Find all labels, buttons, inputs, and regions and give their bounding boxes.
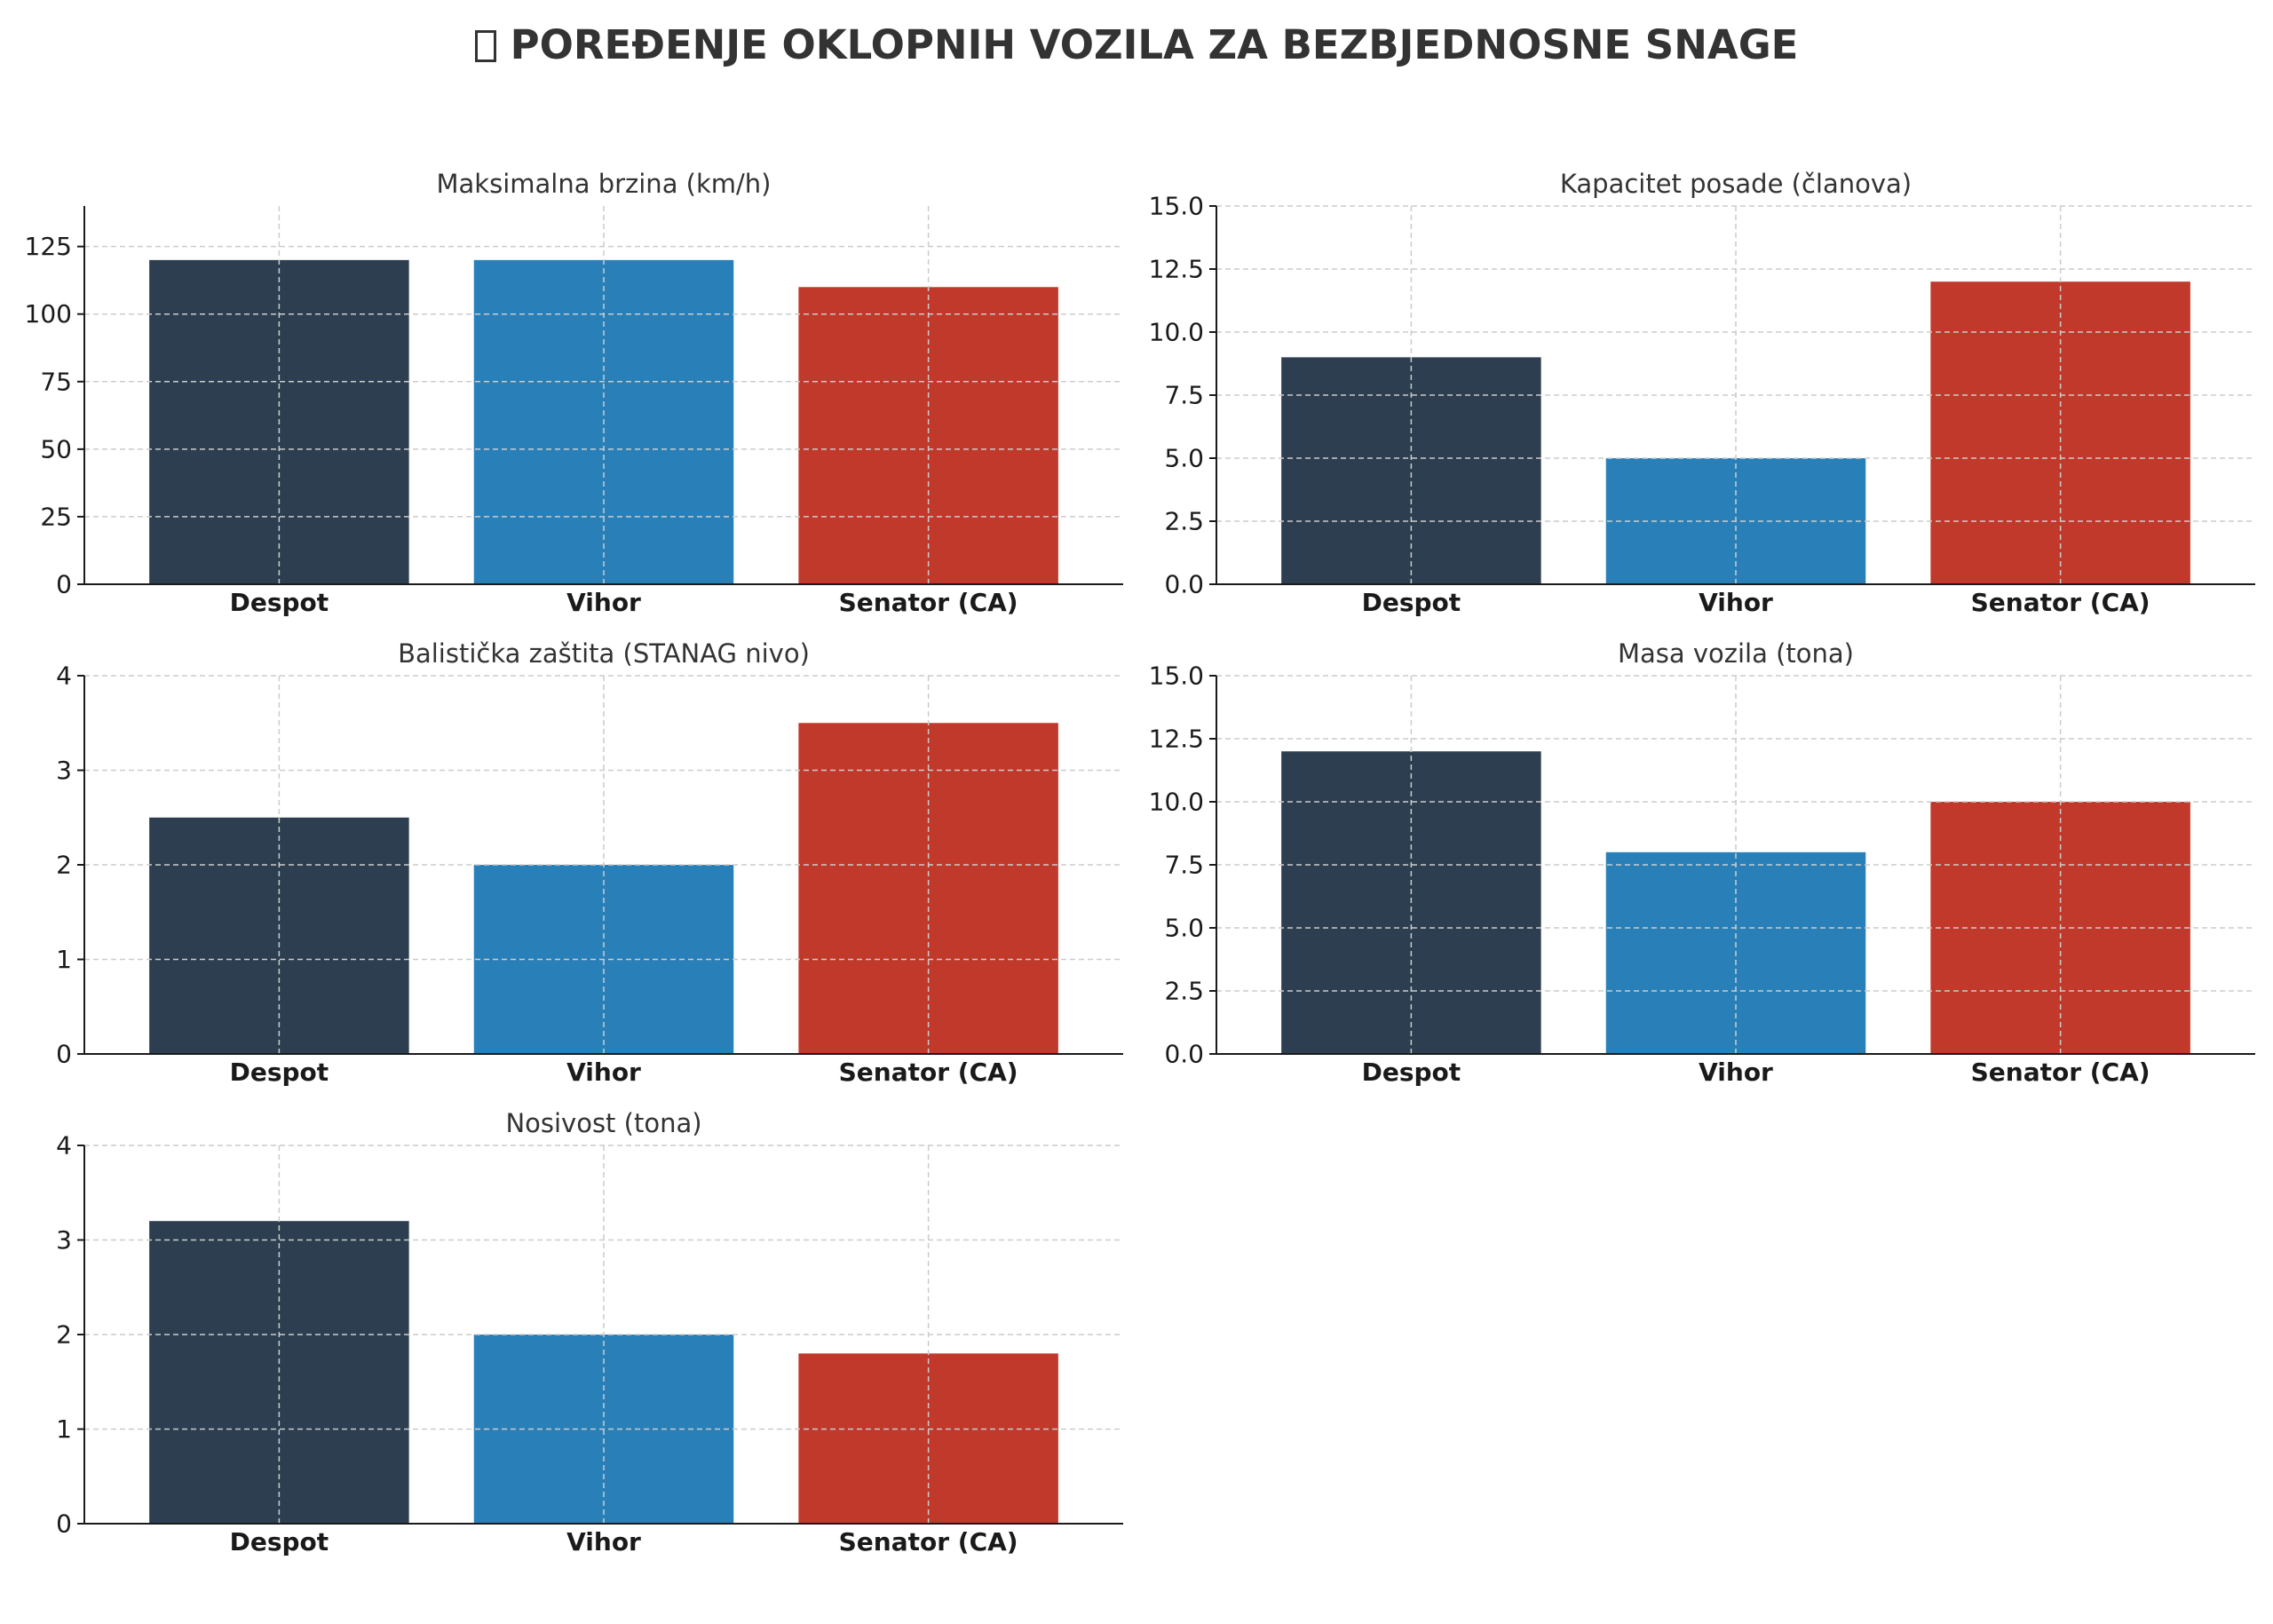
y-tick-label: 1 bbox=[56, 945, 72, 974]
x-tick-label: Senator (CA) bbox=[839, 1527, 1018, 1557]
chart-panel: 0.0 2.5 5.0 7.5 10.0 12.5 15.0 Despot Vihor Senat… bbox=[1149, 169, 2255, 617]
y-tick-label: 5.0 bbox=[1164, 444, 1204, 473]
y-tick-label: 12.5 bbox=[1149, 725, 1204, 754]
x-tick-label: Vihor bbox=[566, 1527, 641, 1557]
x-tick-label: Despot bbox=[1362, 1058, 1461, 1087]
y-tick-label: 50 bbox=[40, 434, 72, 463]
bar-despot bbox=[1281, 357, 1541, 584]
x-tick-label: Senator (CA) bbox=[1971, 1058, 2150, 1087]
y-tick-label: 7.5 bbox=[1164, 381, 1204, 410]
y-tick-label: 25 bbox=[40, 502, 72, 531]
y-tick-label: 2.5 bbox=[1164, 977, 1204, 1006]
x-tick-label: Vihor bbox=[566, 1058, 641, 1087]
y-tick-label: 2 bbox=[56, 851, 72, 880]
x-tick-label: Vihor bbox=[1699, 588, 1773, 617]
y-tick-label: 10.0 bbox=[1149, 318, 1204, 347]
y-tick-label: 15.0 bbox=[1149, 192, 1204, 221]
x-tick-label: Despot bbox=[230, 1527, 329, 1557]
page-title: POREĐENJE OKLOPNIH VOZILA ZA BEZBJEDNOSN… bbox=[0, 21, 2273, 68]
x-tick-label: Despot bbox=[1362, 588, 1461, 617]
chart-panel: 0 1 2 3 4 Despot Vihor Senator (CA) Nosivost (to… bbox=[56, 1108, 1123, 1557]
y-tick-label: 0 bbox=[56, 1040, 72, 1069]
x-tick-label: Senator (CA) bbox=[839, 1058, 1018, 1087]
x-tick-label: Vihor bbox=[1699, 1058, 1773, 1087]
chart-title: Balistička zaštita (STANAG nivo) bbox=[398, 638, 810, 669]
x-tick-label: Despot bbox=[230, 1058, 329, 1087]
chart-title: Kapacitet posade (članova) bbox=[1560, 169, 1912, 199]
y-tick-label: 0 bbox=[56, 1509, 72, 1539]
y-tick-label: 100 bbox=[25, 299, 72, 329]
y-tick-label: 0.0 bbox=[1164, 570, 1204, 599]
y-tick-label: 1 bbox=[56, 1414, 72, 1444]
chart-title: Nosivost (tona) bbox=[505, 1108, 701, 1138]
chart-panel: 0 25 50 75 100 125 Despot Vihor Senator (CA) Maks… bbox=[25, 169, 1123, 617]
chart-panel: 0.0 2.5 5.0 7.5 10.0 12.5 15.0 Despot Vihor Senat… bbox=[1149, 638, 2255, 1087]
chart-title: Masa vozila (tona) bbox=[1618, 638, 1854, 669]
y-tick-label: 7.5 bbox=[1164, 851, 1204, 880]
x-tick-label: Senator (CA) bbox=[839, 588, 1018, 617]
y-tick-label: 2 bbox=[56, 1320, 72, 1350]
y-tick-label: 3 bbox=[56, 756, 72, 785]
x-tick-label: Vihor bbox=[566, 588, 641, 617]
y-tick-label: 2.5 bbox=[1164, 507, 1204, 536]
y-tick-label: 4 bbox=[56, 1131, 72, 1161]
chart-panel: 0 1 2 3 4 Despot Vihor Senator (CA) Balistička z… bbox=[56, 638, 1123, 1087]
y-tick-label: 0.0 bbox=[1164, 1040, 1204, 1069]
chart-title: Maksimalna brzina (km/h) bbox=[437, 169, 772, 199]
y-tick-label: 0 bbox=[56, 570, 72, 599]
y-tick-label: 5.0 bbox=[1164, 914, 1204, 943]
y-tick-label: 75 bbox=[40, 367, 72, 396]
y-tick-label: 125 bbox=[25, 232, 72, 261]
page-title-text: POREĐENJE OKLOPNIH VOZILA ZA BEZBJEDNOSN… bbox=[510, 21, 1799, 68]
x-tick-label: Despot bbox=[230, 588, 329, 617]
y-tick-label: 3 bbox=[56, 1225, 72, 1255]
y-tick-label: 4 bbox=[56, 661, 72, 691]
x-tick-label: Senator (CA) bbox=[1971, 588, 2150, 617]
y-tick-label: 15.0 bbox=[1149, 661, 1204, 691]
y-tick-label: 12.5 bbox=[1149, 255, 1204, 284]
missing-glyph-box-icon bbox=[474, 30, 496, 62]
y-tick-label: 10.0 bbox=[1149, 788, 1204, 817]
